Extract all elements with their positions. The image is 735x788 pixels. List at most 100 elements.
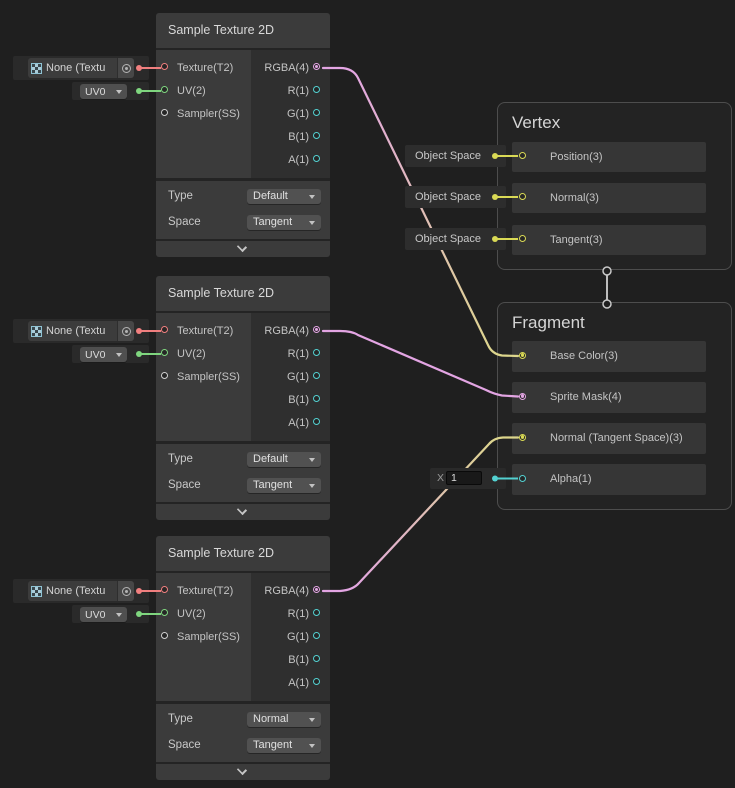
sample-texture-2d-node-2[interactable]: Sample Texture 2D Texture(T2) UV(2) Samp… <box>156 276 330 520</box>
port-sampler-input[interactable] <box>161 372 168 379</box>
sample-texture-2d-node-1[interactable]: Sample Texture 2D Texture(T2) UV(2) Samp… <box>156 13 330 257</box>
node-title[interactable]: Sample Texture 2D <box>156 276 330 311</box>
port-a-output[interactable] <box>313 418 320 425</box>
texture-object-field[interactable]: None (Textu <box>28 581 134 601</box>
chevron-down-icon <box>309 717 315 722</box>
port-label: Alpha(1) <box>550 473 592 485</box>
port-b-output[interactable] <box>313 655 320 662</box>
port-g-output[interactable] <box>313 372 320 379</box>
port-a-output[interactable] <box>313 155 320 162</box>
port-label: UV(2) <box>177 608 206 620</box>
port-label: Texture(T2) <box>177 62 234 74</box>
port-label: R(1) <box>287 608 309 620</box>
port-label: Texture(T2) <box>177 585 234 597</box>
port-b-output[interactable] <box>313 132 320 139</box>
space-binding-dropdown[interactable]: Object Space <box>405 186 506 208</box>
port-label: G(1) <box>287 371 309 383</box>
chevron-down-icon <box>309 457 315 462</box>
space-label: Space <box>168 479 201 491</box>
port-g-output[interactable] <box>313 109 320 116</box>
uv-channel-dropdown[interactable]: UV0 <box>80 607 127 622</box>
space-dropdown[interactable]: Tangent <box>247 215 321 230</box>
port-rgba-output[interactable] <box>313 586 320 593</box>
port-rgba-output[interactable] <box>313 63 320 70</box>
type-dropdown[interactable]: Default <box>247 452 321 467</box>
port-label: Normal (Tangent Space)(3) <box>550 432 683 444</box>
expand-chevron-icon[interactable] <box>236 241 248 253</box>
port-label: G(1) <box>287 631 309 643</box>
alpha-value-field[interactable]: 1 <box>446 471 482 485</box>
port-r-output[interactable] <box>313 86 320 93</box>
port-r-output[interactable] <box>313 349 320 356</box>
port-normal-tangent-input[interactable] <box>519 433 526 441</box>
object-picker-button[interactable] <box>117 58 134 78</box>
port-alpha-input[interactable] <box>519 474 526 482</box>
port-label: B(1) <box>288 394 309 406</box>
texture-checker-icon <box>31 585 42 597</box>
uv-channel-dropdown[interactable]: UV0 <box>80 84 127 99</box>
space-binding-dropdown[interactable]: Object Space <box>405 228 506 250</box>
node-title[interactable]: Sample Texture 2D <box>156 13 330 48</box>
edge-sample3-rgba-to-normal-tangent[interactable] <box>321 436 520 593</box>
object-picker-button[interactable] <box>117 321 134 341</box>
node-collapse-bar[interactable] <box>156 241 330 257</box>
edge-sample2-rgba-to-sprite-mask[interactable] <box>321 329 520 398</box>
port-texture-input[interactable] <box>161 326 168 333</box>
port-position-input[interactable] <box>519 152 526 159</box>
sample-texture-2d-node-3[interactable]: Sample Texture 2D Texture(T2) UV(2) Samp… <box>156 536 330 780</box>
port-label: R(1) <box>287 85 309 97</box>
port-tangent-input[interactable] <box>519 235 526 242</box>
uv-channel-value: UV0 <box>85 608 106 621</box>
port-sprite-mask-input[interactable] <box>519 392 526 400</box>
fragment-row-normal-tangent: Normal (Tangent Space)(3) <box>512 423 706 454</box>
port-uv-input[interactable] <box>161 349 168 356</box>
port-label: R(1) <box>287 348 309 360</box>
type-dropdown[interactable]: Normal <box>247 712 321 727</box>
port-r-output[interactable] <box>313 609 320 616</box>
port-uv-input[interactable] <box>161 86 168 93</box>
chevron-down-icon <box>116 352 122 357</box>
vertex-row-tangent: Tangent(3) <box>512 225 706 255</box>
vertex-node[interactable]: Vertex Position(3) Normal(3) Tangent(3) <box>497 102 732 270</box>
port-label: Sampler(SS) <box>177 371 240 383</box>
fragment-node[interactable]: Fragment Base Color(3) Sprite Mask(4) No… <box>497 302 732 510</box>
space-dropdown[interactable]: Tangent <box>247 738 321 753</box>
object-picker-button[interactable] <box>117 581 134 601</box>
edge-sample1-rgba-to-base-color[interactable] <box>321 66 520 358</box>
port-normal-input[interactable] <box>519 193 526 200</box>
texture-object-field[interactable]: None (Textu <box>28 321 134 341</box>
port-texture-input[interactable] <box>161 63 168 70</box>
port-b-output[interactable] <box>313 395 320 402</box>
fragment-row-alpha: Alpha(1) <box>512 464 706 495</box>
node-title[interactable]: Sample Texture 2D <box>156 536 330 571</box>
fragment-row-base-color: Base Color(3) <box>512 341 706 372</box>
port-label: Sampler(SS) <box>177 631 240 643</box>
port-a-output[interactable] <box>313 678 320 685</box>
node-collapse-bar[interactable] <box>156 764 330 780</box>
port-texture-input[interactable] <box>161 586 168 593</box>
chevron-down-icon <box>116 612 122 617</box>
texture-object-field[interactable]: None (Textu <box>28 58 134 78</box>
port-base-color-input[interactable] <box>519 351 526 359</box>
port-label: RGBA(4) <box>264 62 309 74</box>
node-options-panel: Type Default Space Tangent <box>156 181 330 239</box>
port-rgba-output[interactable] <box>313 326 320 333</box>
input-ports-panel <box>156 573 251 701</box>
type-dropdown[interactable]: Default <box>247 189 321 204</box>
port-label: A(1) <box>288 154 309 166</box>
expand-chevron-icon[interactable] <box>236 764 248 776</box>
space-binding-dropdown[interactable]: Object Space <box>405 145 506 167</box>
port-uv-input[interactable] <box>161 609 168 616</box>
type-label: Type <box>168 190 193 202</box>
port-sampler-input[interactable] <box>161 632 168 639</box>
node-collapse-bar[interactable] <box>156 504 330 520</box>
uv-channel-dropdown[interactable]: UV0 <box>80 347 127 362</box>
texture-field-value: None (Textu <box>46 325 106 337</box>
expand-chevron-icon[interactable] <box>236 504 248 516</box>
input-ports-panel <box>156 50 251 178</box>
port-g-output[interactable] <box>313 632 320 639</box>
port-sampler-input[interactable] <box>161 109 168 116</box>
space-dropdown[interactable]: Tangent <box>247 478 321 493</box>
vertex-row-normal: Normal(3) <box>512 183 706 213</box>
